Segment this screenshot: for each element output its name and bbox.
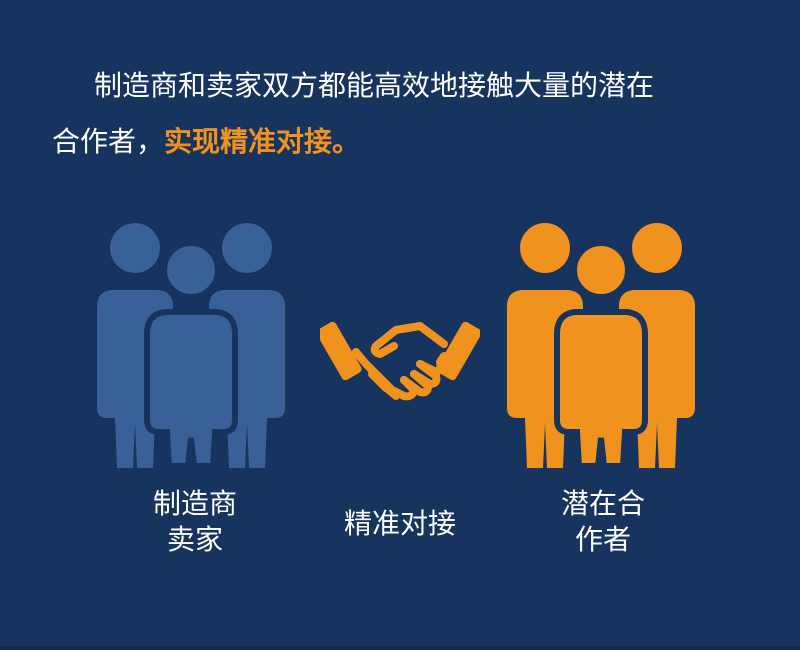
label-left-line2: 卖家 [166, 523, 223, 556]
headline-line2-plain: 合作者， [52, 125, 165, 158]
label-right-line1: 潜在合 [560, 487, 645, 520]
people-group-icon [507, 223, 695, 469]
handshake-icon [320, 321, 480, 401]
bottom-border [0, 646, 800, 650]
label-precise-match: 精准对接 [318, 506, 482, 542]
headline: 制造商和卖家双方都能高效地接触大量的潜在 合作者，实现精准对接。 [52, 58, 752, 170]
label-left-line1: 制造商 [152, 487, 237, 520]
label-right-line2: 作者 [574, 523, 631, 556]
headline-highlight: 实现精准对接。 [164, 125, 361, 158]
headline-line1: 制造商和卖家双方都能高效地接触大量的潜在 [94, 69, 655, 102]
people-group-icon [97, 223, 285, 469]
label-middle: 精准对接 [343, 507, 456, 540]
label-potential-partner: 潜在合 作者 [528, 486, 678, 558]
right-people-group [505, 222, 705, 472]
left-people-group [95, 222, 295, 472]
label-manufacturer-seller: 制造商 卖家 [120, 486, 270, 558]
handshake-group [320, 300, 480, 420]
